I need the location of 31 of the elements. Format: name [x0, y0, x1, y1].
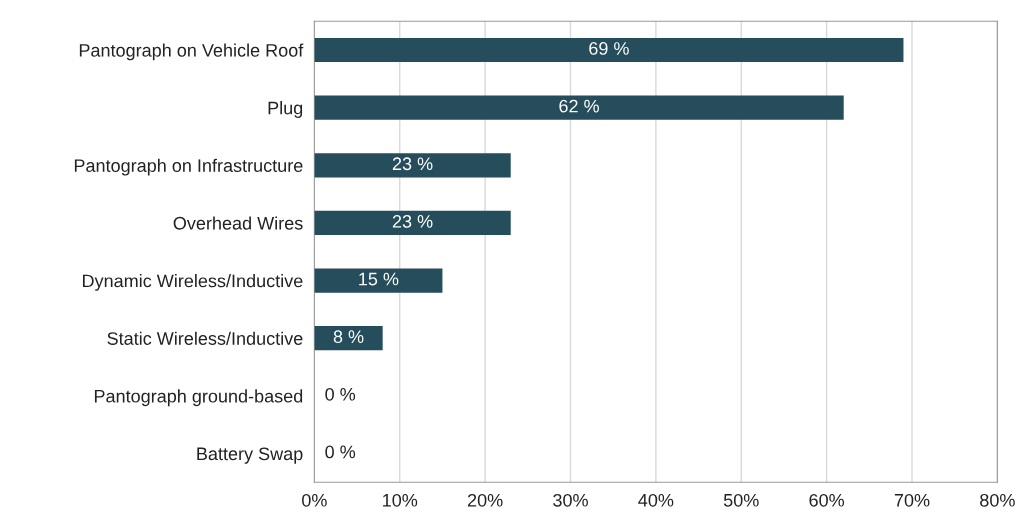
bar [314, 153, 511, 178]
data-label: 23 % [392, 157, 433, 171]
data-label: 15 % [359, 272, 399, 286]
x-tick-label: 20% [467, 493, 503, 507]
data-label: 0 % [325, 445, 356, 459]
y-tick-label: Plug [268, 101, 303, 118]
bar [314, 37, 904, 63]
x-tick-label: 0% [302, 493, 327, 507]
y-tick-label: Battery Swap [197, 447, 303, 464]
y-tick-label: Dynamic Wireless/Inductive [83, 274, 303, 291]
x-tick-label: 40% [638, 493, 674, 507]
y-tick-label: Pantograph ground-based [94, 389, 303, 407]
data-label: 0 % [325, 387, 356, 401]
y-tick-label: Pantograph on Infrastructure [74, 158, 303, 176]
x-tick-label: 70% [894, 493, 930, 507]
bar [314, 210, 511, 236]
bar [314, 326, 383, 351]
data-label: 69 % [589, 42, 629, 55]
x-tick-label: 80% [980, 493, 1015, 507]
x-tick-label: 10% [383, 493, 418, 507]
y-tick-label: Overhead Wires [173, 216, 303, 230]
data-label: 8 % [333, 330, 364, 344]
bar [314, 95, 844, 120]
bar [314, 268, 443, 293]
y-tick-label: Pantograph on Vehicle Roof [79, 43, 304, 61]
y-tick-label: Static Wireless/Inductive [107, 331, 303, 345]
x-tick-label: 50% [723, 493, 759, 507]
data-label: 62 % [559, 99, 599, 113]
data-label: 23 % [392, 214, 433, 228]
x-tick-label: 30% [553, 493, 588, 507]
x-tick-label: 60% [809, 493, 845, 507]
